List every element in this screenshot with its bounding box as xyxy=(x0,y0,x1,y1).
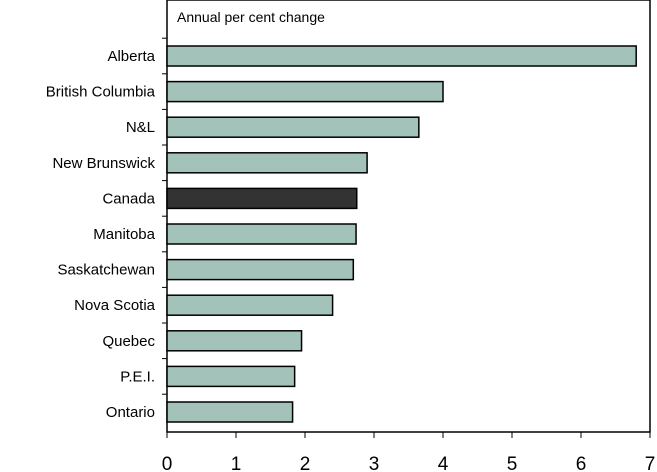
bar-manitoba xyxy=(166,223,357,245)
category-label-new-brunswick: New Brunswick xyxy=(52,155,155,172)
x-tick-label-0: 0 xyxy=(162,454,173,472)
category-label-manitoba: Manitoba xyxy=(93,226,155,243)
category-labels: Alberta British Columbia N&L New Brunswick C… xyxy=(46,37,167,421)
chart-title: Annual per cent change xyxy=(177,9,325,25)
category-label-quebec: Quebec xyxy=(102,333,155,350)
bar-alberta xyxy=(166,45,637,67)
x-tick-label-6: 6 xyxy=(576,454,587,472)
x-axis: 0 1 2 3 4 5 6 7 xyxy=(162,432,656,472)
category-label-ontario: Ontario xyxy=(106,404,155,421)
category-label-nova-scotia: Nova Scotia xyxy=(74,297,156,314)
x-tick-label-3: 3 xyxy=(369,454,380,472)
x-tick-label-7: 7 xyxy=(645,454,656,472)
bar-new-brunswick xyxy=(166,152,368,174)
bar-british-columbia xyxy=(166,80,444,103)
bar-nova-scotia xyxy=(166,294,334,316)
x-tick-label-4: 4 xyxy=(438,454,449,472)
category-label-saskatchewan: Saskatchewan xyxy=(57,262,155,279)
category-label-alberta: Alberta xyxy=(107,48,155,65)
x-tick-label-1: 1 xyxy=(231,454,242,472)
bar-nandl xyxy=(166,116,420,138)
bar-ontario xyxy=(166,401,294,423)
category-label-british-columbia: British Columbia xyxy=(46,84,156,101)
x-tick-label-2: 2 xyxy=(300,454,311,472)
bar-saskatchewan xyxy=(166,258,355,281)
bars-group xyxy=(166,45,637,423)
category-label-nandl: N&L xyxy=(126,119,155,136)
bar-canada xyxy=(166,187,358,210)
category-label-p-e-i: P.E.I. xyxy=(120,368,155,385)
category-label-canada: Canada xyxy=(102,190,155,207)
bar-quebec xyxy=(166,330,303,352)
x-tick-label-5: 5 xyxy=(507,454,518,472)
bar-p-e-i xyxy=(166,365,296,388)
